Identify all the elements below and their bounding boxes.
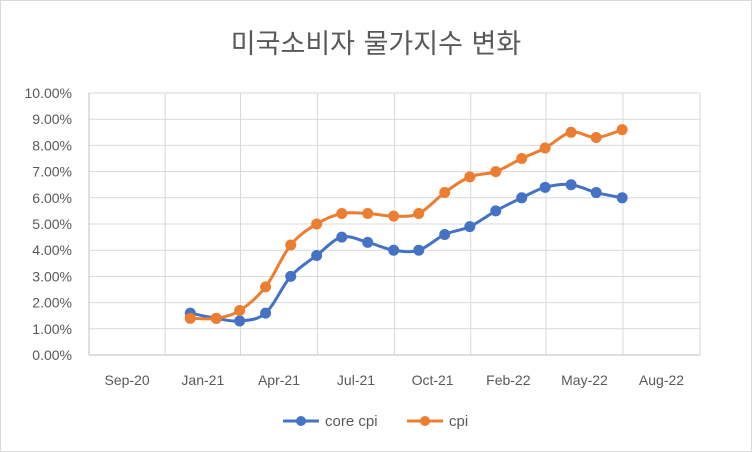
data-point-core-cpi (616, 192, 628, 204)
data-point-core-cpi (539, 181, 551, 193)
data-point-cpi (260, 281, 272, 293)
y-tick-label: 1.00% (32, 321, 72, 337)
data-point-cpi (565, 126, 577, 138)
y-tick-label: 4.00% (32, 242, 72, 258)
data-point-core-cpi (413, 244, 425, 256)
data-point-core-cpi (516, 192, 528, 204)
y-tick-label: 0.00% (32, 347, 72, 363)
data-point-cpi (616, 124, 628, 136)
data-point-cpi (311, 218, 323, 230)
data-point-cpi (590, 132, 602, 144)
legend-label-core-cpi: core cpi (325, 413, 378, 430)
x-tick-label: Aug-22 (639, 372, 684, 388)
data-point-core-cpi (311, 249, 323, 261)
y-tick-label: 2.00% (32, 295, 72, 311)
x-tick-label: Sep-20 (105, 372, 150, 388)
y-tick-label: 10.00% (25, 85, 72, 101)
y-tick-label: 3.00% (32, 268, 72, 284)
data-point-cpi (210, 312, 222, 324)
data-point-cpi (336, 208, 348, 220)
x-tick-label: Oct-21 (412, 372, 454, 388)
data-point-cpi (464, 171, 476, 183)
data-point-core-cpi (565, 179, 577, 191)
data-point-core-cpi (234, 315, 246, 327)
y-tick-label: 5.00% (32, 216, 72, 232)
y-tick-label: 7.00% (32, 164, 72, 180)
chart-title: 미국소비자 물가지수 변화 (230, 29, 522, 60)
y-tick-label: 9.00% (32, 111, 72, 127)
data-point-cpi (539, 142, 551, 154)
x-tick-label: Jan-21 (181, 372, 224, 388)
x-tick-label: Feb-22 (486, 372, 531, 388)
data-point-core-cpi (285, 270, 297, 282)
data-point-core-cpi (439, 228, 451, 240)
data-point-cpi (413, 208, 425, 220)
legend-marker-core-cpi (296, 416, 306, 426)
data-point-cpi (285, 239, 297, 251)
data-point-cpi (516, 153, 528, 164)
data-point-cpi (439, 187, 451, 199)
x-tick-label: May-22 (561, 372, 608, 388)
data-point-core-cpi (388, 244, 400, 256)
x-tick-label: Apr-21 (258, 372, 300, 388)
data-point-cpi (234, 304, 246, 316)
legend-marker-cpi (420, 416, 430, 426)
data-point-core-cpi (590, 187, 602, 199)
data-point-core-cpi (362, 236, 374, 248)
data-point-core-cpi (464, 221, 476, 233)
y-tick-label: 6.00% (32, 190, 72, 206)
data-point-cpi (362, 208, 374, 220)
data-point-core-cpi (490, 205, 502, 217)
data-point-cpi (388, 210, 400, 222)
series-line-core-cpi (189, 182, 623, 323)
data-point-core-cpi (336, 231, 348, 243)
legend-label-cpi: cpi (449, 413, 468, 430)
y-tick-label: 8.00% (32, 137, 72, 153)
data-point-core-cpi (260, 307, 272, 319)
data-point-cpi (184, 312, 196, 324)
data-point-cpi (490, 166, 502, 178)
x-tick-label: Jul-21 (337, 372, 375, 388)
